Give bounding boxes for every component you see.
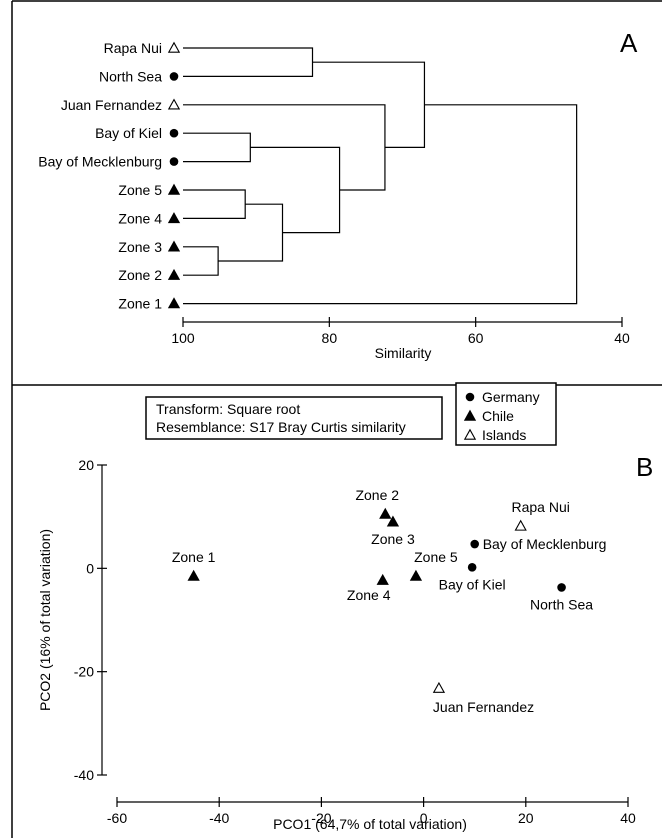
similarity-tick-label-100: 100 xyxy=(171,330,195,346)
pco2-tick-label-40: -40 xyxy=(74,767,94,783)
point-marker-bay-of-mecklenburg xyxy=(470,539,480,549)
pco1-tick-label-40: 40 xyxy=(620,810,636,826)
panel-label-a: A xyxy=(620,28,638,58)
leaf-label-rapa-nui: Rapa Nui xyxy=(104,40,162,56)
point-marker-juan-fernandez xyxy=(432,681,446,693)
point-label-zone-5: Zone 5 xyxy=(414,549,458,565)
point-marker-zone-3 xyxy=(386,515,400,527)
leaf-marker-zone-5 xyxy=(167,183,181,195)
point-label-zone-1: Zone 1 xyxy=(172,549,216,565)
leaf-label-north-sea: North Sea xyxy=(99,68,162,84)
legend-marker-islands xyxy=(463,428,477,440)
point-marker-zone-5 xyxy=(409,569,423,581)
dendrogram-merge-3 xyxy=(183,47,314,77)
leaf-label-bay-of-mecklenburg: Bay of Mecklenburg xyxy=(38,154,162,170)
point-marker-zone-1 xyxy=(187,569,200,581)
dendrogram-merge-0 xyxy=(183,246,219,276)
leaf-marker-rapa-nui xyxy=(167,41,181,53)
legend-marker-chile xyxy=(463,409,477,421)
dendrogram-panel: A Rapa Nui North Sea Juan Fernandez Bay of … xyxy=(38,28,638,361)
resemblance-text: Resemblance: S17 Bray Curtis similarity xyxy=(156,419,406,435)
point-label-north-sea: North Sea xyxy=(530,596,593,612)
pco1-tick-label-0: 0 xyxy=(420,810,428,826)
legend-marker-germany xyxy=(465,392,475,402)
scatter-points: Zone 1 Zone 2 Zone 3 Zone 4 Zone 5 Bay of Kie… xyxy=(172,487,607,715)
point-label-juan-fernandez: Juan Fernandez xyxy=(433,699,534,715)
legend: Germany Chile Islands xyxy=(455,382,557,446)
point-marker-north-sea xyxy=(557,583,566,592)
leaf-label-juan-fernandez: Juan Fernandez xyxy=(61,97,162,113)
leaf-label-zone-1: Zone 1 xyxy=(118,296,162,312)
leaf-marker-zone-1 xyxy=(167,297,181,309)
leaf-label-zone-3: Zone 3 xyxy=(118,239,162,255)
pco2-tick-label-0: 0 xyxy=(86,560,94,576)
pco1-tick-label-20: -20 xyxy=(311,810,331,826)
legend-label-chile: Chile xyxy=(482,408,514,424)
legend-label-germany: Germany xyxy=(482,389,540,405)
point-label-bay-of-mecklenburg: Bay of Mecklenburg xyxy=(483,536,607,552)
dendrogram-merge-1 xyxy=(183,189,246,219)
similarity-axis: 100 80 60 40 xyxy=(171,317,630,346)
similarity-tick-label-80: 80 xyxy=(322,330,338,346)
point-marker-bay-of-kiel xyxy=(467,563,477,572)
leaf-marker-juan-fernandez xyxy=(167,98,181,110)
point-label-bay-of-kiel: Bay of Kiel xyxy=(439,576,506,592)
dendrogram-merge-5 xyxy=(250,146,341,234)
leaf-marker-bay-of-kiel xyxy=(169,128,179,138)
pco1-tick-label-60: -60 xyxy=(107,810,127,826)
dendrogram-branches xyxy=(183,47,578,305)
dendrogram-leaves: Rapa Nui North Sea Juan Fernandez Bay of Ki… xyxy=(38,40,181,312)
dendrogram-merge-8 xyxy=(183,104,578,305)
leaf-marker-zone-2 xyxy=(167,268,181,280)
panel-label-b: B xyxy=(636,452,653,482)
leaf-label-bay-of-kiel: Bay of Kiel xyxy=(95,125,162,141)
point-label-zone-3: Zone 3 xyxy=(371,531,415,547)
similarity-tick-label-60: 60 xyxy=(468,330,484,346)
dendrogram-merge-4 xyxy=(218,203,284,262)
point-marker-zone-2 xyxy=(379,507,392,519)
transform-box: Transform: Square root Resemblance: S17 … xyxy=(145,396,443,440)
scatter-axes: -60 -40 -20 0 20 40 20 0 -20 -40 xyxy=(74,457,636,826)
leaf-marker-zone-4 xyxy=(167,212,181,224)
point-marker-rapa-nui xyxy=(514,519,527,531)
leaf-label-zone-2: Zone 2 xyxy=(118,267,162,283)
leaf-marker-bay-of-mecklenburg xyxy=(169,157,179,166)
legend-label-islands: Islands xyxy=(482,427,526,443)
leaf-marker-zone-3 xyxy=(167,240,181,252)
pco1-tick-label-40: -40 xyxy=(209,810,229,826)
pco1-axis-label: PCO1 (64,7% of total variation) xyxy=(273,816,467,832)
pco2-axis-label: PCO2 (16% of total variation) xyxy=(37,529,53,711)
similarity-tick-label-40: 40 xyxy=(614,330,630,346)
transform-text: Transform: Square root xyxy=(156,401,300,417)
leaf-label-zone-5: Zone 5 xyxy=(118,182,162,198)
point-label-zone-2: Zone 2 xyxy=(355,487,399,503)
leaf-label-zone-4: Zone 4 xyxy=(118,210,162,226)
similarity-axis-label: Similarity xyxy=(375,345,432,361)
point-label-rapa-nui: Rapa Nui xyxy=(512,499,570,515)
pco2-tick-label-20: 20 xyxy=(78,457,94,473)
point-label-zone-4: Zone 4 xyxy=(347,587,391,603)
leaf-marker-north-sea xyxy=(169,72,179,81)
pco2-tick-label-20: -20 xyxy=(74,664,94,680)
figure-frame xyxy=(11,0,662,838)
pco1-tick-label-20: 20 xyxy=(518,810,534,826)
dendrogram-merge-2 xyxy=(183,132,251,163)
point-marker-zone-4 xyxy=(376,573,389,585)
